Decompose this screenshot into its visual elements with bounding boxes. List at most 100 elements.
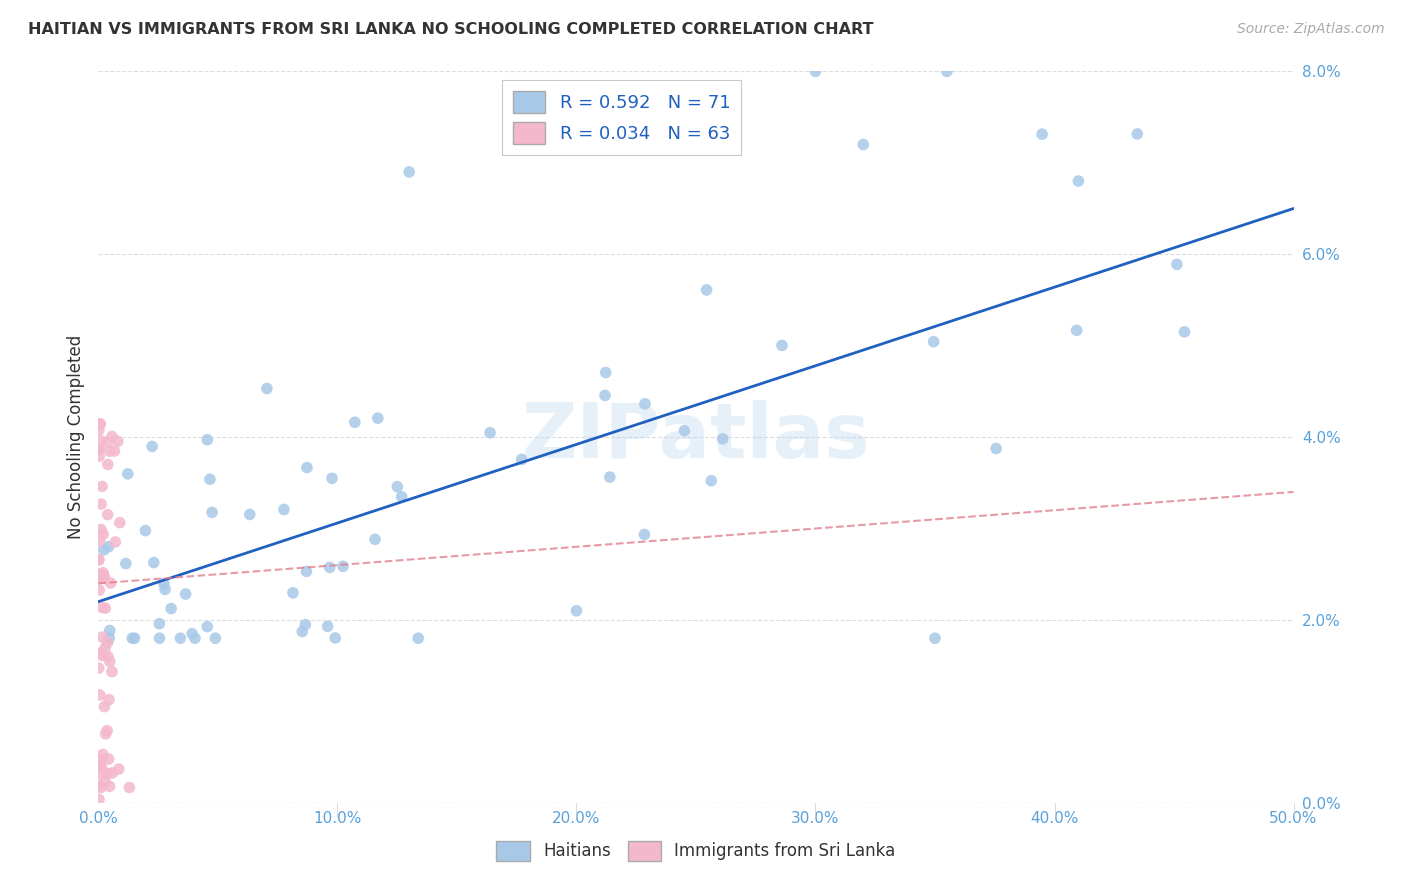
Text: ZIPatlas: ZIPatlas: [522, 401, 870, 474]
Point: [316, 619, 339, 633]
Point: [332, 559, 354, 574]
Point: [273, 502, 295, 516]
Point: [90, 646, 112, 660]
Point: [364, 533, 387, 547]
Point: [90, 752, 112, 766]
Point: [98, 655, 121, 669]
Legend: Haitians, Immigrants from Sri Lanka: Haitians, Immigrants from Sri Lanka: [489, 834, 903, 868]
Point: [770, 338, 793, 352]
Point: [291, 624, 314, 639]
Point: [98, 692, 121, 706]
Point: [204, 632, 226, 646]
Point: [184, 632, 207, 646]
Point: [510, 452, 533, 467]
Point: [201, 505, 224, 519]
Point: [108, 762, 131, 776]
Point: [90, 497, 112, 511]
Point: [153, 582, 176, 597]
Point: [87, 572, 110, 586]
Point: [89, 567, 111, 582]
Point: [696, 283, 718, 297]
Point: [91, 479, 114, 493]
Point: [96, 636, 118, 650]
Point: [1126, 127, 1149, 141]
Point: [94, 601, 117, 615]
Point: [98, 444, 121, 458]
Point: [108, 516, 131, 530]
Point: [97, 458, 120, 472]
Point: [101, 429, 124, 443]
Point: [89, 449, 111, 463]
Point: [91, 572, 114, 586]
Point: [1166, 257, 1188, 271]
Text: HAITIAN VS IMMIGRANTS FROM SRI LANKA NO SCHOOLING COMPLETED CORRELATION CHART: HAITIAN VS IMMIGRANTS FROM SRI LANKA NO …: [28, 22, 873, 37]
Point: [91, 630, 114, 644]
Point: [367, 411, 389, 425]
Point: [281, 586, 304, 600]
Point: [148, 616, 170, 631]
Point: [256, 382, 278, 396]
Point: [96, 435, 118, 450]
Point: [93, 543, 115, 558]
Point: [406, 632, 429, 646]
Point: [124, 632, 146, 646]
Point: [595, 366, 617, 380]
Point: [94, 727, 117, 741]
Point: [398, 165, 420, 179]
Point: [91, 566, 114, 580]
Point: [599, 470, 621, 484]
Point: [852, 137, 875, 152]
Point: [294, 617, 316, 632]
Point: [94, 774, 117, 789]
Point: [103, 444, 125, 458]
Point: [90, 761, 112, 775]
Point: [93, 569, 115, 583]
Point: [89, 688, 111, 702]
Point: [96, 723, 118, 738]
Point: [198, 472, 221, 486]
Point: [174, 587, 197, 601]
Text: Source: ZipAtlas.com: Source: ZipAtlas.com: [1237, 22, 1385, 37]
Point: [134, 524, 156, 538]
Point: [97, 508, 120, 522]
Point: [673, 424, 696, 438]
Point: [91, 747, 114, 762]
Point: [97, 649, 120, 664]
Point: [142, 556, 165, 570]
Point: [101, 766, 124, 780]
Point: [565, 604, 588, 618]
Point: [87, 758, 110, 772]
Point: [984, 442, 1007, 456]
Point: [104, 535, 127, 549]
Point: [87, 792, 110, 806]
Point: [89, 534, 111, 549]
Point: [1173, 325, 1195, 339]
Point: [90, 600, 112, 615]
Point: [89, 759, 111, 773]
Point: [89, 582, 111, 597]
Point: [117, 467, 139, 481]
Point: [87, 553, 110, 567]
Point: [141, 439, 163, 453]
Point: [1031, 127, 1053, 141]
Point: [98, 624, 121, 638]
Point: [936, 64, 959, 78]
Point: [98, 780, 121, 794]
Point: [387, 480, 409, 494]
Point: [90, 523, 112, 537]
Point: [97, 766, 120, 780]
Point: [90, 569, 112, 583]
Point: [1067, 174, 1090, 188]
Point: [169, 632, 191, 646]
Point: [239, 508, 262, 522]
Point: [517, 128, 540, 143]
Point: [181, 626, 204, 640]
Y-axis label: No Schooling Completed: No Schooling Completed: [66, 335, 84, 539]
Point: [107, 434, 129, 449]
Point: [634, 397, 657, 411]
Point: [87, 661, 110, 675]
Point: [593, 388, 616, 402]
Point: [93, 699, 115, 714]
Point: [97, 540, 120, 554]
Point: [87, 779, 110, 793]
